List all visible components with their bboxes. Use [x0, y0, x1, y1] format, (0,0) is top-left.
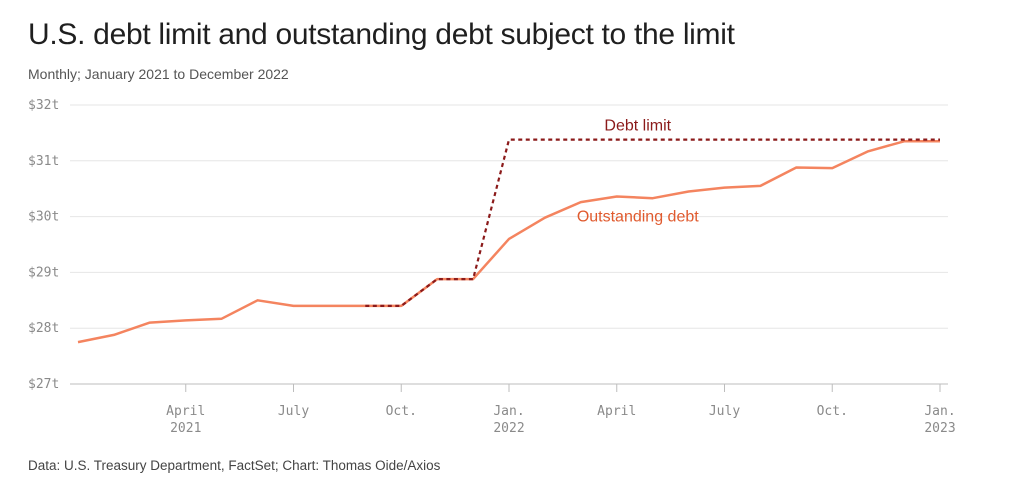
series-line-outstanding-debt	[77, 140, 940, 344]
x-tick-label: Jan.	[924, 404, 955, 419]
x-tick-label: April	[597, 404, 636, 419]
y-tick-label: $29t	[28, 265, 59, 280]
x-tick-label: April	[166, 404, 205, 419]
annotation-debt-limit: Debt limit	[604, 118, 671, 135]
x-tick-label: July	[278, 404, 309, 419]
gridlines	[70, 104, 948, 329]
y-tick-label: $31t	[28, 154, 59, 169]
x-tick-sublabel: 2022	[493, 421, 524, 436]
x-axis: April 2021 July Oct. Jan. 2022 April July Oct. Ja…	[70, 383, 956, 436]
x-tick-label: Oct.	[817, 404, 848, 419]
y-tick-label: $28t	[28, 321, 59, 336]
x-tick-label: Oct.	[386, 404, 417, 419]
series-line-debt-limit	[365, 138, 940, 307]
chart-title: U.S. debt limit and outstanding debt sub…	[28, 18, 735, 51]
source-note: Data: U.S. Treasury Department, FactSet;…	[28, 458, 441, 473]
x-tick-label: Jan.	[493, 404, 524, 419]
annotations: Debt limit Outstanding debt	[577, 118, 699, 226]
x-tick-sublabel: 2021	[170, 421, 201, 436]
chart-subtitle: Monthly; January 2021 to December 2022	[28, 66, 289, 82]
x-tick-label: July	[709, 404, 740, 419]
x-tick-sublabel: 2023	[924, 421, 955, 436]
y-tick-label: $30t	[28, 210, 59, 225]
y-axis: $27t $28t $29t $30t $31t $32t	[28, 98, 59, 392]
annotation-outstanding-debt: Outstanding debt	[577, 209, 699, 226]
y-tick-label: $32t	[28, 98, 59, 113]
series-lines	[77, 138, 940, 344]
y-tick-label: $27t	[28, 377, 59, 392]
